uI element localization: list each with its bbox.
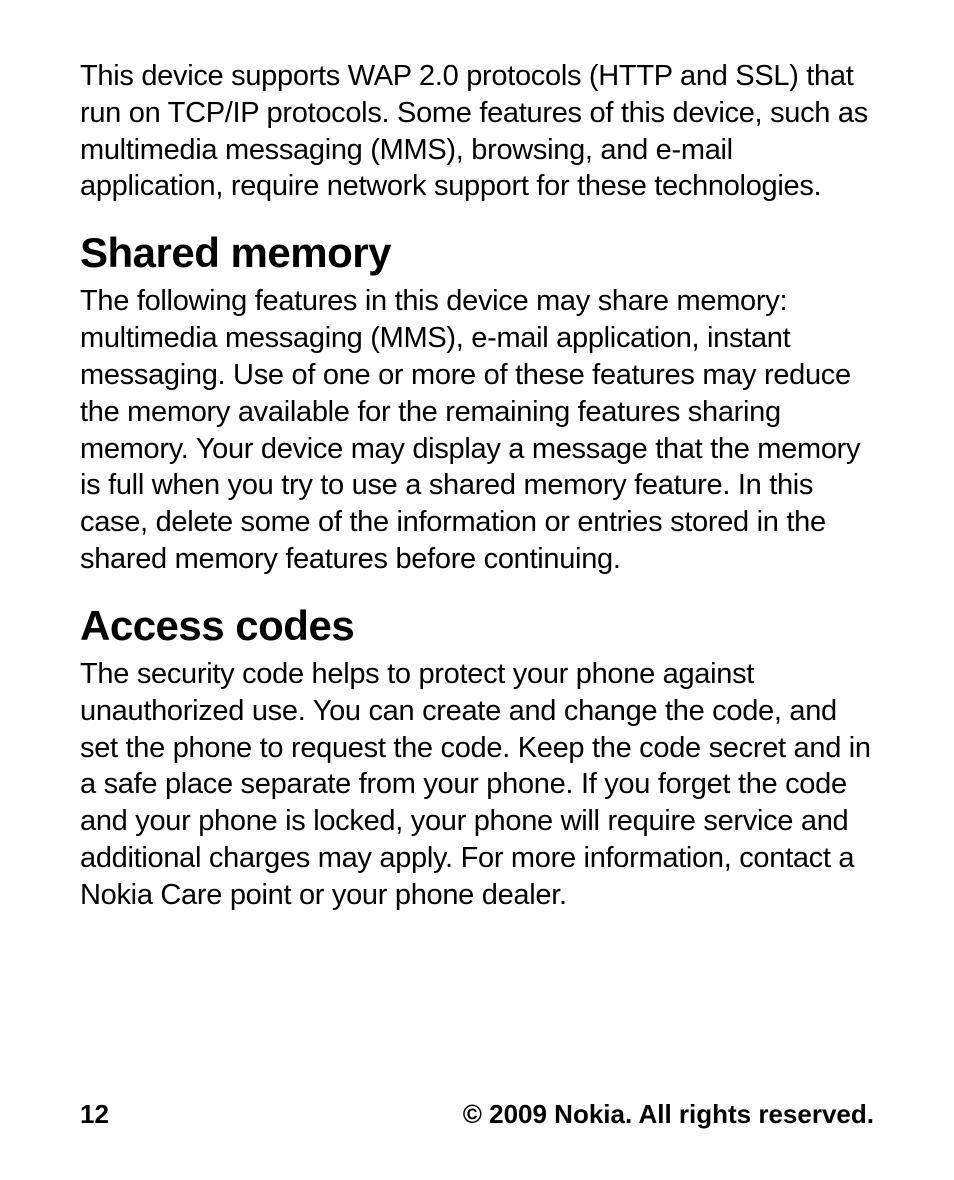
heading-access-codes: Access codes xyxy=(80,602,874,650)
intro-paragraph: This device supports WAP 2.0 protocols (… xyxy=(80,58,874,205)
page-content: This device supports WAP 2.0 protocols (… xyxy=(80,58,874,1079)
page-number: 12 xyxy=(80,1099,109,1130)
paragraph-shared-memory: The following features in this device ma… xyxy=(80,283,874,578)
heading-shared-memory: Shared memory xyxy=(80,229,874,277)
copyright-text: © 2009 Nokia. All rights reserved. xyxy=(463,1099,874,1130)
page-footer: 12 © 2009 Nokia. All rights reserved. xyxy=(80,1079,874,1130)
paragraph-access-codes: The security code helps to protect your … xyxy=(80,656,874,914)
document-page: This device supports WAP 2.0 protocols (… xyxy=(0,0,954,1180)
